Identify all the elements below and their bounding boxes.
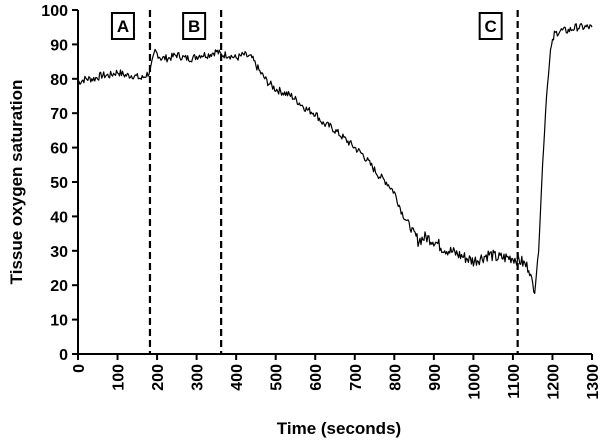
y-tick-label: 20	[50, 278, 68, 295]
marker-box-b	[182, 12, 207, 40]
y-axis-title: Tissue oxygen saturation	[7, 80, 26, 285]
y-tick-label: 40	[50, 209, 68, 226]
x-tick-label: 600	[308, 364, 325, 391]
x-tick-label: 100	[111, 364, 128, 391]
marker-label-b: B	[188, 17, 200, 36]
x-axis-title: Time (seconds)	[277, 419, 401, 438]
y-tick-label: 0	[59, 347, 68, 364]
y-tick-label: 70	[50, 106, 68, 123]
x-tick-label: 400	[229, 364, 246, 391]
marker-box-a	[110, 12, 135, 40]
data-line-series	[77, 22, 593, 294]
y-tick-label: 50	[50, 175, 68, 192]
x-tick-label: 700	[348, 364, 365, 391]
y-tick-label: 60	[50, 141, 68, 158]
y-tick-label: 10	[50, 313, 68, 330]
y-tick-label: 30	[50, 244, 68, 261]
x-tick-label: 1200	[545, 364, 562, 400]
x-tick-label: 900	[427, 364, 444, 391]
x-tick-label: 500	[269, 364, 286, 391]
x-tick-label: 800	[387, 364, 404, 391]
x-tick-label: 300	[190, 364, 207, 391]
y-tick-label: 80	[50, 72, 68, 89]
x-tick-label: 1100	[506, 364, 523, 399]
y-tick-label: 100	[41, 3, 68, 20]
marker-label-a: A	[117, 17, 129, 36]
marker-box-c	[478, 12, 503, 40]
x-tick-label: 1000	[466, 364, 483, 400]
x-tick-label: 0	[71, 364, 88, 373]
y-tick-label: 90	[50, 37, 68, 54]
marker-label-c: C	[485, 17, 497, 36]
x-tick-label: 1300	[585, 364, 600, 400]
x-tick-label: 200	[150, 364, 167, 391]
